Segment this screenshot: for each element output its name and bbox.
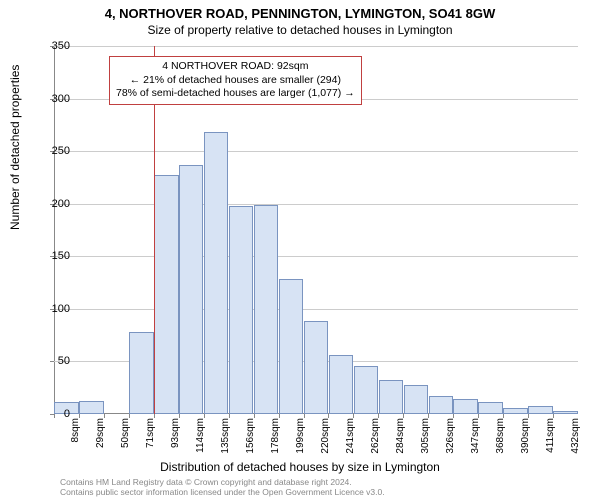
x-tick	[428, 414, 429, 418]
page-title: 4, NORTHOVER ROAD, PENNINGTON, LYMINGTON…	[0, 6, 600, 21]
x-tick-label: 135sqm	[220, 418, 231, 454]
x-tick-label: 347sqm	[470, 418, 481, 454]
histogram-bar	[404, 385, 428, 414]
histogram-bar	[229, 206, 253, 414]
x-tick-label: 390sqm	[520, 418, 531, 454]
x-tick	[79, 414, 80, 418]
x-tick	[204, 414, 205, 418]
x-tick-label: 71sqm	[145, 418, 156, 448]
y-tick-label: 250	[30, 145, 70, 157]
x-tick	[378, 414, 379, 418]
histogram-bar	[154, 175, 178, 414]
histogram-bar	[254, 205, 278, 414]
histogram-bar	[503, 408, 527, 414]
x-tick-label: 114sqm	[195, 418, 206, 453]
x-tick-label: 29sqm	[95, 418, 106, 448]
y-tick-label: 100	[30, 303, 70, 315]
y-tick-label: 300	[30, 93, 70, 105]
y-tick-label: 350	[30, 40, 70, 52]
histogram-bar	[279, 279, 303, 414]
x-tick-label: 241sqm	[345, 418, 356, 454]
y-tick-label: 0	[30, 408, 70, 420]
x-tick	[179, 414, 180, 418]
x-tick	[129, 414, 130, 418]
x-tick	[304, 414, 305, 418]
annotation-line: ← 21% of detached houses are smaller (29…	[116, 74, 355, 88]
x-tick-label: 50sqm	[120, 418, 131, 448]
x-axis-title: Distribution of detached houses by size …	[0, 460, 600, 474]
x-tick	[403, 414, 404, 418]
grid-line	[54, 151, 578, 152]
y-axis-title: Number of detached properties	[8, 65, 22, 230]
grid-line	[54, 204, 578, 205]
y-tick-label: 200	[30, 198, 70, 210]
x-tick-label: 156sqm	[245, 418, 256, 454]
x-tick-label: 178sqm	[270, 418, 281, 454]
x-tick	[478, 414, 479, 418]
x-tick-label: 305sqm	[420, 418, 431, 454]
x-tick	[503, 414, 504, 418]
footer-attribution: Contains HM Land Registry data © Crown c…	[60, 477, 385, 497]
histogram-bar	[379, 380, 403, 414]
x-tick-label: 220sqm	[320, 418, 331, 454]
footer-line-2: Contains public sector information licen…	[60, 487, 385, 497]
histogram-bar	[553, 411, 577, 414]
x-tick	[104, 414, 105, 418]
x-tick	[154, 414, 155, 418]
annotation-box: 4 NORTHOVER ROAD: 92sqm← 21% of detached…	[109, 56, 362, 105]
x-tick-label: 411sqm	[545, 418, 556, 453]
x-tick-label: 326sqm	[445, 418, 456, 454]
histogram-bar	[354, 366, 378, 414]
x-tick-label: 432sqm	[570, 418, 581, 454]
x-tick	[279, 414, 280, 418]
x-tick	[453, 414, 454, 418]
x-tick	[229, 414, 230, 418]
grid-line	[54, 46, 578, 47]
annotation-line: 4 NORTHOVER ROAD: 92sqm	[116, 60, 355, 74]
x-tick	[328, 414, 329, 418]
x-tick-label: 8sqm	[70, 418, 81, 442]
histogram-bar	[528, 406, 552, 414]
annotation-line: 78% of semi-detached houses are larger (…	[116, 87, 355, 101]
x-tick-label: 93sqm	[170, 418, 181, 448]
x-tick-label: 368sqm	[495, 418, 506, 454]
x-tick-label: 199sqm	[295, 418, 306, 454]
x-tick	[353, 414, 354, 418]
y-tick-label: 150	[30, 250, 70, 262]
footer-line-1: Contains HM Land Registry data © Crown c…	[60, 477, 385, 487]
histogram-bar	[204, 132, 228, 414]
histogram-bar	[329, 355, 353, 414]
grid-line	[54, 256, 578, 257]
grid-line	[54, 309, 578, 310]
x-tick	[254, 414, 255, 418]
histogram-bar	[478, 402, 502, 414]
histogram-bar	[429, 396, 453, 414]
page-subtitle: Size of property relative to detached ho…	[0, 23, 600, 37]
x-tick-label: 284sqm	[395, 418, 406, 454]
histogram-bar	[179, 165, 203, 414]
histogram-bar	[79, 401, 103, 414]
x-tick	[528, 414, 529, 418]
x-tick-label: 262sqm	[370, 418, 381, 454]
histogram-bar	[304, 321, 328, 414]
x-tick	[553, 414, 554, 418]
histogram-bar	[453, 399, 477, 414]
histogram-bar	[129, 332, 153, 414]
y-tick-label: 50	[30, 355, 70, 367]
